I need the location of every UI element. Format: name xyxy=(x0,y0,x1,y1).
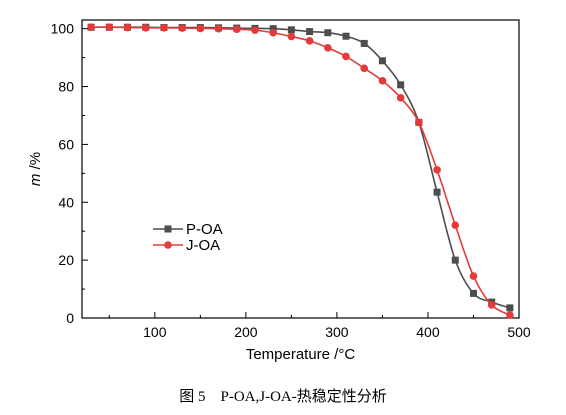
legend-label: P-OA xyxy=(186,221,223,238)
y-axis-title-variable: m xyxy=(27,174,44,187)
data-point xyxy=(360,64,369,73)
y-axis-title-unit: /% xyxy=(27,152,44,174)
legend-item-p-oa: P-OA xyxy=(153,221,223,238)
data-point xyxy=(305,37,314,45)
data-point xyxy=(487,301,496,309)
data-point xyxy=(251,26,259,34)
data-point xyxy=(469,272,478,280)
data-point xyxy=(433,166,441,174)
legend-marker xyxy=(164,225,172,233)
data-point xyxy=(196,24,205,33)
series-layer xyxy=(87,23,514,319)
data-point xyxy=(451,221,460,229)
data-point xyxy=(451,256,459,264)
plot-border xyxy=(81,19,520,319)
series-j-oa xyxy=(87,23,514,319)
legend: P-OAJ-OA xyxy=(153,221,223,254)
x-tick-label: 200 xyxy=(234,324,258,340)
data-point xyxy=(269,25,277,33)
data-point xyxy=(306,28,314,36)
tga-chart: 100 200 300 400 500 0 20 40 60 80 100 P-OAJ-OA Tem… xyxy=(27,19,531,363)
series-line xyxy=(91,26,511,316)
figure-caption: 图 5 P-OA,J-OA-热稳定性分析 xyxy=(179,389,387,405)
data-point xyxy=(342,52,350,61)
data-point xyxy=(232,25,241,34)
data-point xyxy=(397,81,405,89)
y-tick-label: 40 xyxy=(58,194,74,210)
x-axis-title: Temperature /°C xyxy=(246,346,356,363)
series-line xyxy=(91,26,511,309)
data-point xyxy=(123,23,132,32)
data-point xyxy=(342,32,350,40)
data-point xyxy=(506,311,514,319)
data-point xyxy=(469,289,477,297)
x-tick-label: 100 xyxy=(143,324,167,340)
data-point xyxy=(360,39,368,47)
y-tick-label: 100 xyxy=(51,21,75,37)
y-tick-label: 20 xyxy=(58,252,74,268)
data-point xyxy=(378,76,387,85)
legend-item-j-oa: J-OA xyxy=(153,237,220,254)
data-point xyxy=(324,43,332,52)
y-tick-label: 60 xyxy=(58,136,74,152)
legend-marker xyxy=(164,241,172,249)
data-point xyxy=(506,304,514,312)
data-point xyxy=(87,23,95,32)
data-point xyxy=(160,24,168,32)
data-point xyxy=(415,118,423,127)
data-point xyxy=(324,29,332,37)
x-tick-label: 500 xyxy=(507,324,531,340)
data-point xyxy=(396,94,405,102)
data-point xyxy=(378,57,386,65)
x-tick-label: 400 xyxy=(416,324,440,340)
legend-label: J-OA xyxy=(186,237,220,254)
y-tick-label: 0 xyxy=(66,310,74,326)
x-tick-label: 300 xyxy=(325,324,349,340)
data-point xyxy=(105,23,114,32)
data-point xyxy=(214,24,223,33)
y-tick-label: 80 xyxy=(58,79,74,95)
series-p-oa xyxy=(87,23,514,312)
data-point xyxy=(287,26,295,34)
data-point xyxy=(178,24,186,32)
ticks-layer: 100 200 300 400 500 0 20 40 60 80 100 xyxy=(51,21,531,340)
y-axis-title: m /% xyxy=(27,152,44,186)
data-point xyxy=(287,32,296,41)
plot-frame xyxy=(81,19,520,319)
data-point xyxy=(141,24,150,32)
data-point xyxy=(269,28,277,37)
data-point xyxy=(433,188,441,196)
